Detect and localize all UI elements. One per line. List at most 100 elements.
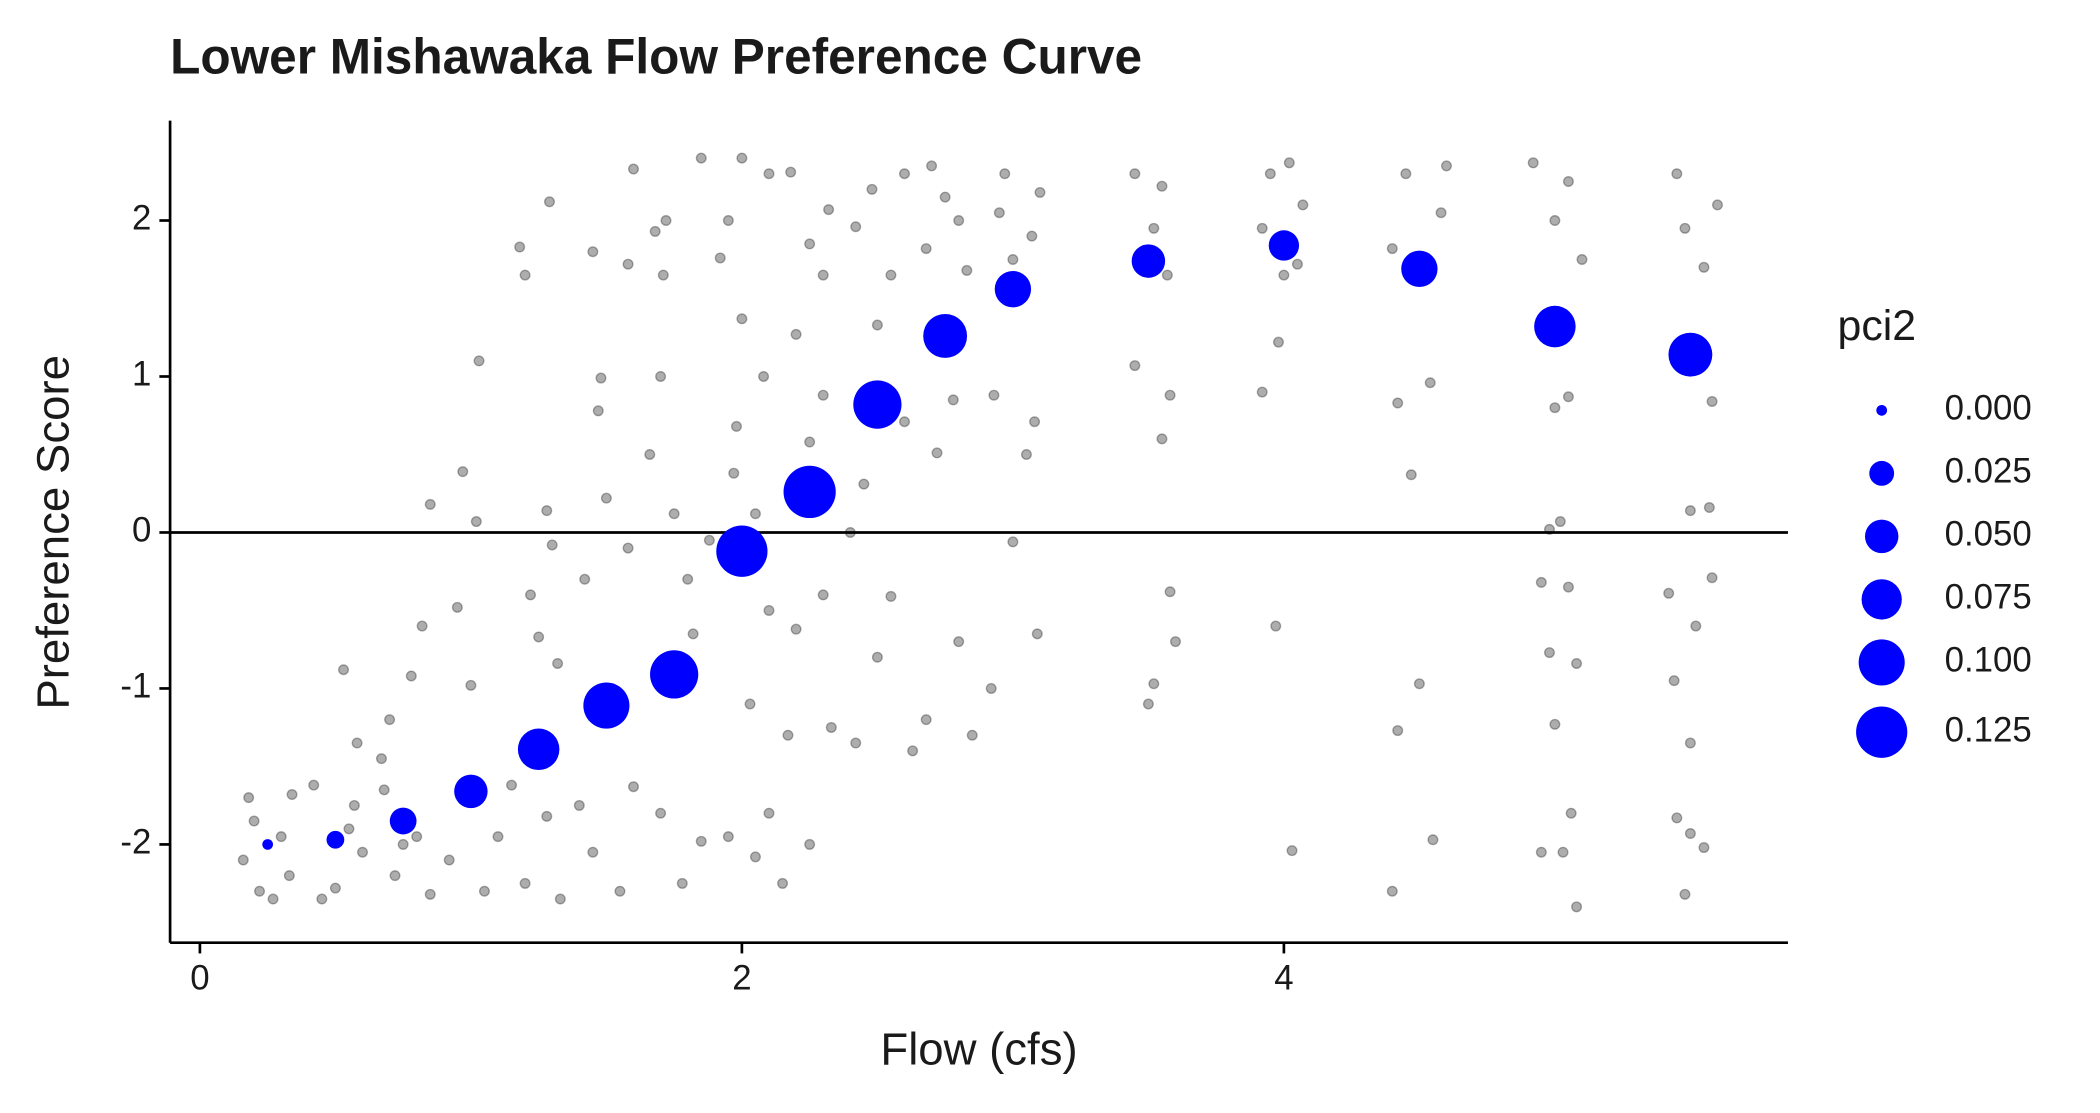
point xyxy=(525,589,537,601)
point xyxy=(804,436,816,448)
legend-key xyxy=(1876,404,1888,416)
point xyxy=(823,204,835,216)
point xyxy=(1283,157,1295,169)
point xyxy=(947,394,959,406)
point xyxy=(443,854,455,866)
point xyxy=(668,508,680,520)
point xyxy=(1684,828,1696,840)
bubble xyxy=(1268,230,1300,261)
point xyxy=(1562,391,1574,403)
point xyxy=(587,246,599,258)
legend-title: pci2 xyxy=(1838,302,1917,350)
point xyxy=(1007,254,1019,266)
x-tick-label: 0 xyxy=(190,958,209,997)
chart-title: Lower Mishawaka Flow Preference Curve xyxy=(170,28,1142,84)
point xyxy=(676,877,688,889)
point xyxy=(703,534,715,546)
point xyxy=(1557,846,1569,858)
point xyxy=(1256,386,1268,398)
point xyxy=(1549,215,1561,227)
bubble xyxy=(454,774,488,809)
bubble xyxy=(783,465,836,519)
point xyxy=(1424,377,1436,389)
point xyxy=(628,781,639,793)
point xyxy=(1129,360,1141,372)
point xyxy=(533,631,545,643)
point xyxy=(871,651,883,663)
legend-label: 0.025 xyxy=(1945,452,2032,491)
point xyxy=(1164,389,1176,401)
point xyxy=(804,838,816,850)
point xyxy=(966,729,978,741)
point xyxy=(595,372,607,384)
point xyxy=(1031,628,1043,640)
point xyxy=(1278,269,1290,281)
bubble xyxy=(389,807,417,835)
point xyxy=(308,779,320,791)
point xyxy=(920,714,932,726)
point xyxy=(844,526,856,538)
point xyxy=(695,152,707,164)
point xyxy=(1703,502,1715,514)
point xyxy=(899,416,910,428)
point xyxy=(1527,157,1539,169)
point xyxy=(579,573,591,585)
point xyxy=(573,799,585,811)
point xyxy=(411,831,423,843)
point xyxy=(519,877,531,889)
point xyxy=(730,420,742,432)
point xyxy=(397,838,409,850)
legend-key xyxy=(1864,519,1899,554)
y-tick-label: -2 xyxy=(120,823,151,862)
y-tick-label: 1 xyxy=(132,355,151,394)
point xyxy=(1170,636,1181,648)
point xyxy=(1562,581,1574,593)
point xyxy=(1554,516,1566,528)
y-axis-label: Preference Score xyxy=(27,355,78,710)
point xyxy=(1679,222,1691,234)
point xyxy=(999,168,1011,180)
point xyxy=(907,745,919,757)
point xyxy=(790,623,802,635)
point xyxy=(1684,505,1696,517)
x-tick-label: 4 xyxy=(1274,958,1293,997)
point xyxy=(763,168,775,180)
point xyxy=(1272,336,1284,348)
point xyxy=(416,620,428,632)
point xyxy=(763,604,775,616)
point xyxy=(1034,186,1046,198)
point xyxy=(554,893,566,905)
point xyxy=(1392,725,1404,737)
point xyxy=(514,241,526,253)
point xyxy=(1270,620,1282,632)
point xyxy=(939,191,951,203)
point xyxy=(682,573,694,585)
point xyxy=(506,779,518,791)
point xyxy=(988,389,1000,401)
point xyxy=(1392,397,1404,409)
point xyxy=(825,721,837,733)
point xyxy=(714,252,726,264)
point xyxy=(357,846,368,858)
point xyxy=(592,405,604,417)
point xyxy=(243,792,255,804)
point xyxy=(1427,834,1439,846)
point xyxy=(465,679,477,691)
point xyxy=(722,215,734,227)
point xyxy=(519,269,531,281)
point xyxy=(405,670,417,682)
point xyxy=(1698,842,1710,854)
point xyxy=(1026,230,1038,242)
point xyxy=(817,589,829,601)
point xyxy=(1706,572,1718,584)
point xyxy=(451,601,463,613)
point xyxy=(283,870,295,882)
point xyxy=(1386,243,1398,255)
point xyxy=(993,207,1005,219)
point xyxy=(649,225,661,237)
bubble xyxy=(1401,250,1438,288)
point xyxy=(817,269,829,281)
legend-label: 0.050 xyxy=(1945,515,2032,554)
point xyxy=(749,508,761,520)
